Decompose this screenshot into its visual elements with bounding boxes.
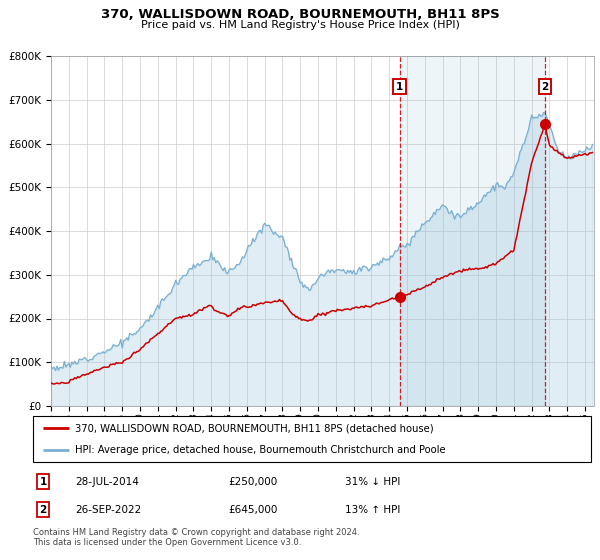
Text: 26-SEP-2022: 26-SEP-2022 [75,505,141,515]
Text: HPI: Average price, detached house, Bournemouth Christchurch and Poole: HPI: Average price, detached house, Bour… [75,445,445,455]
Text: 1: 1 [396,82,403,92]
FancyBboxPatch shape [33,416,591,462]
Text: 28-JUL-2014: 28-JUL-2014 [75,477,139,487]
Text: 1: 1 [40,477,47,487]
Text: Price paid vs. HM Land Registry's House Price Index (HPI): Price paid vs. HM Land Registry's House … [140,20,460,30]
Text: £250,000: £250,000 [229,477,278,487]
Bar [400,56,545,406]
Text: Contains HM Land Registry data © Crown copyright and database right 2024.
This d: Contains HM Land Registry data © Crown c… [33,528,359,547]
Text: 2: 2 [541,82,548,92]
Text: 13% ↑ HPI: 13% ↑ HPI [346,505,401,515]
Text: 2: 2 [40,505,47,515]
Text: 370, WALLISDOWN ROAD, BOURNEMOUTH, BH11 8PS (detached house): 370, WALLISDOWN ROAD, BOURNEMOUTH, BH11 … [75,423,433,433]
Text: 370, WALLISDOWN ROAD, BOURNEMOUTH, BH11 8PS: 370, WALLISDOWN ROAD, BOURNEMOUTH, BH11 … [101,8,499,21]
Text: 31% ↓ HPI: 31% ↓ HPI [346,477,401,487]
Text: £645,000: £645,000 [229,505,278,515]
